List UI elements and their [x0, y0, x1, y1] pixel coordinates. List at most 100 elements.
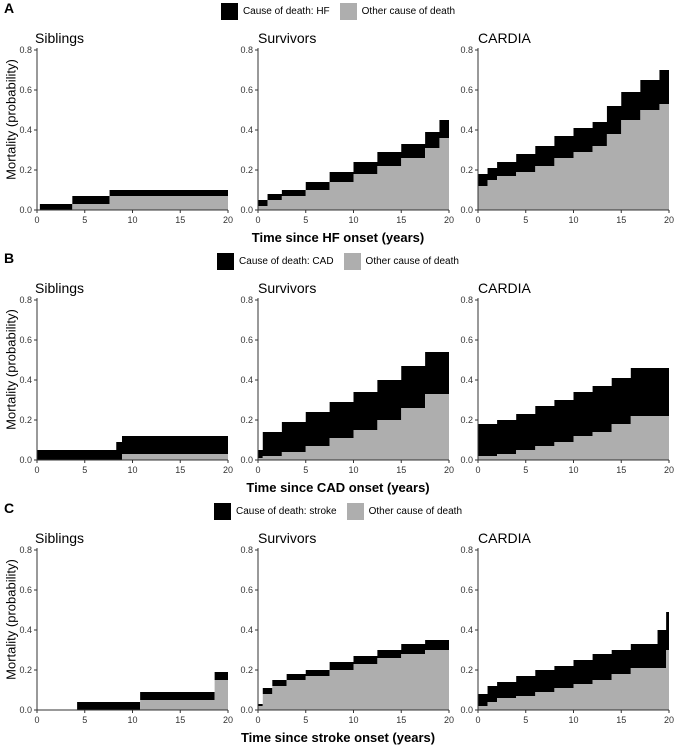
legend-swatch-cause: [217, 253, 235, 270]
y-tick-label: 0.0: [19, 705, 32, 715]
x-tick-label: 20: [664, 715, 674, 725]
y-tick-label: 0.0: [460, 205, 473, 215]
x-tick-label: 0: [255, 715, 260, 725]
y-tick-label: 0.6: [19, 85, 32, 95]
y-tick-label: 0.8: [240, 295, 253, 305]
y-tick-label: 0.0: [460, 455, 473, 465]
x-tick-label: 20: [664, 465, 674, 475]
x-tick-label: 0: [475, 465, 480, 475]
area-cause-siblings: [77, 672, 228, 710]
y-tick-label: 0.2: [19, 415, 32, 425]
y-tick-label: 0.4: [240, 625, 253, 635]
panel-label: C: [4, 500, 15, 516]
x-tick-label: 20: [223, 215, 233, 225]
facet-title-cardia: CARDIA: [478, 30, 531, 46]
legend: Cause of death: HF Other cause of death: [0, 3, 676, 20]
y-tick-label: 0.0: [460, 705, 473, 715]
facet-title-siblings: Siblings: [35, 30, 85, 46]
y-tick-label: 0.6: [240, 335, 253, 345]
x-tick-label: 15: [616, 215, 626, 225]
x-tick-label: 10: [127, 215, 137, 225]
area-other-survivors: [258, 382, 449, 460]
x-tick-label: 15: [396, 715, 406, 725]
x-tick-label: 0: [34, 715, 39, 725]
x-tick-label: 0: [34, 465, 39, 475]
area-other-siblings: [37, 454, 228, 460]
x-tick-label: 0: [34, 215, 39, 225]
x-tick-label: 10: [568, 215, 578, 225]
legend-swatch-cause: [220, 3, 238, 20]
panel-label: A: [4, 0, 15, 16]
x-tick-label: 15: [616, 465, 626, 475]
x-tick-label: 20: [444, 215, 454, 225]
y-tick-label: 0.8: [460, 295, 473, 305]
legend-label-other: Other cause of death: [368, 506, 463, 517]
legend-swatch-other: [339, 3, 357, 20]
area-other-cardia: [478, 650, 669, 710]
y-tick-label: 0.6: [460, 85, 473, 95]
area-cause-cardia: [478, 64, 669, 186]
x-tick-label: 15: [175, 465, 185, 475]
y-tick-label: 0.0: [19, 205, 32, 215]
y-tick-label: 0.8: [19, 545, 32, 555]
x-tick-label: 5: [303, 215, 308, 225]
legend: Cause of death: stroke Other cause of de…: [0, 503, 676, 520]
facet-title-cardia: CARDIA: [478, 530, 531, 546]
x-tick-label: 10: [348, 215, 358, 225]
facet-title-survivors: Survivors: [258, 30, 317, 46]
x-tick-label: 5: [523, 215, 528, 225]
facet-title-siblings: Siblings: [35, 530, 85, 546]
area-other-cardia: [478, 416, 669, 460]
x-tick-label: 10: [348, 465, 358, 475]
area-other-siblings: [39, 196, 228, 210]
legend-label-cause: Cause of death: CAD: [239, 256, 334, 267]
y-tick-label: 0.8: [460, 45, 473, 55]
legend-label-other: Other cause of death: [361, 6, 456, 17]
area-other-siblings: [77, 680, 228, 710]
y-tick-label: 0.0: [19, 455, 32, 465]
x-tick-label: 5: [82, 215, 87, 225]
y-tick-label: 0.6: [460, 585, 473, 595]
facet-title-survivors: Survivors: [258, 280, 317, 296]
y-tick-label: 0.8: [240, 545, 253, 555]
x-tick-label: 5: [523, 465, 528, 475]
x-tick-label: 20: [664, 215, 674, 225]
legend-label-cause: Cause of death: HF: [242, 6, 330, 17]
y-tick-label: 0.2: [19, 165, 32, 175]
y-tick-label: 0.4: [19, 625, 32, 635]
y-tick-label: 0.8: [19, 45, 32, 55]
legend-label-cause: Cause of death: stroke: [235, 506, 337, 517]
x-axis-label: Time since CAD onset (years): [246, 480, 430, 495]
facet-title-cardia: CARDIA: [478, 280, 531, 296]
panel-b: B Cause of death: CAD Other cause of dea…: [0, 250, 676, 500]
area-cause-survivors: [258, 118, 449, 206]
panel-c: C Cause of death: stroke Other cause of …: [0, 500, 676, 750]
facet-title-survivors: Survivors: [258, 530, 317, 546]
legend-item-cause: Cause of death: CAD: [217, 253, 334, 270]
y-tick-label: 0.0: [240, 205, 253, 215]
x-tick-label: 15: [396, 215, 406, 225]
legend-swatch-other: [343, 253, 361, 270]
legend-item-other: Other cause of death: [339, 3, 456, 20]
x-tick-label: 0: [475, 715, 480, 725]
x-tick-label: 0: [255, 215, 260, 225]
legend-item-other: Other cause of death: [346, 503, 463, 520]
chart-b-plot: 0.0 0.2 0.4 0.6 0.8 0 5 10 15 20 0.0 0.2 0.4 0.6 0.8 0 5…: [19, 295, 674, 475]
y-tick-label: 0.8: [240, 45, 253, 55]
y-tick-label: 0.4: [460, 125, 473, 135]
x-tick-label: 20: [444, 465, 454, 475]
x-tick-label: 20: [444, 715, 454, 725]
y-tick-label: 0.4: [240, 125, 253, 135]
area-cause-survivors: [258, 338, 449, 458]
y-tick-label: 0.6: [19, 585, 32, 595]
x-tick-label: 15: [396, 465, 406, 475]
panel-label: B: [4, 250, 15, 266]
y-tick-label: 0.6: [240, 585, 253, 595]
legend-item-cause: Cause of death: HF: [220, 3, 330, 20]
legend-swatch-cause: [213, 503, 231, 520]
x-tick-label: 15: [616, 715, 626, 725]
x-tick-label: 15: [175, 215, 185, 225]
legend-item-cause: Cause of death: stroke: [213, 503, 337, 520]
y-tick-label: 0.4: [460, 375, 473, 385]
y-tick-label: 0.4: [19, 125, 32, 135]
